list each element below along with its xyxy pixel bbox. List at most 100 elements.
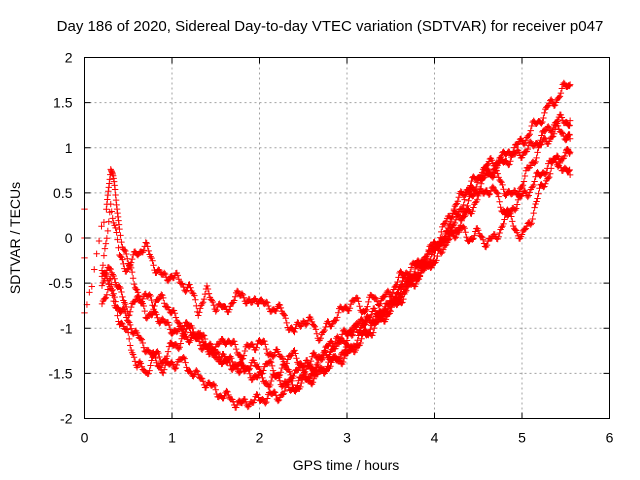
- data-point: [523, 222, 531, 230]
- data-point: [240, 294, 248, 301]
- data-point: [358, 315, 365, 323]
- data-point: [469, 208, 476, 215]
- data-point: [281, 312, 288, 319]
- x-axis-label: GPS time / hours: [293, 457, 400, 473]
- data-point: [164, 348, 172, 355]
- data-point: [442, 218, 450, 225]
- data-point: [119, 293, 126, 301]
- data-point: [283, 319, 290, 327]
- data-point: [203, 282, 211, 290]
- data-point: [274, 372, 282, 379]
- data-point: [125, 318, 132, 325]
- data-point: [364, 303, 371, 310]
- data-point: [554, 122, 562, 130]
- data-point: [541, 109, 548, 117]
- data-point: [475, 190, 482, 198]
- data-point: [110, 290, 117, 297]
- data-point: [199, 299, 207, 306]
- data-point: [444, 237, 452, 244]
- data-point: [385, 288, 393, 296]
- data-point: [150, 262, 157, 269]
- data-point: [511, 144, 518, 151]
- data-point: [501, 216, 508, 223]
- data-point: [554, 116, 562, 124]
- data-point: [279, 355, 287, 362]
- data-point: [538, 120, 545, 127]
- data-point: [317, 335, 324, 342]
- data-point: [343, 337, 351, 344]
- data-point: [434, 252, 441, 260]
- data-point: [340, 326, 348, 334]
- data-point: [100, 252, 108, 259]
- data-point: [122, 247, 129, 255]
- data-point: [263, 345, 270, 353]
- data-point: [327, 363, 334, 370]
- data-point: [355, 298, 362, 305]
- data-point: [520, 141, 528, 148]
- data-point: [386, 307, 393, 314]
- data-point: [451, 234, 459, 242]
- data-point: [140, 344, 148, 351]
- data-point: [270, 352, 278, 359]
- data-point: [531, 204, 538, 211]
- data-point: [146, 367, 153, 374]
- data-point: [433, 257, 440, 264]
- data-point: [181, 355, 188, 362]
- data-point: [123, 325, 130, 333]
- data-point: [241, 347, 249, 355]
- data-point: [552, 99, 560, 106]
- data-point: [127, 264, 135, 272]
- data-point: [351, 322, 358, 329]
- data-point: [340, 355, 348, 362]
- data-point: [470, 204, 477, 211]
- data-point: [416, 273, 424, 280]
- data-point: [307, 315, 315, 323]
- data-point: [356, 302, 363, 310]
- data-point: [438, 250, 445, 257]
- data-point: [550, 102, 558, 109]
- data-point: [463, 206, 470, 213]
- data-point: [402, 288, 409, 296]
- data-point: [112, 298, 119, 305]
- data-point: [187, 284, 194, 291]
- data-point: [471, 232, 478, 239]
- data-point: [163, 352, 171, 360]
- data-point: [303, 320, 311, 327]
- data-point: [547, 165, 555, 172]
- data-point: [518, 231, 526, 238]
- data-point: [101, 269, 109, 276]
- data-point: [265, 302, 272, 310]
- data-point: [166, 326, 174, 333]
- data-point: [196, 305, 204, 312]
- data-point: [479, 236, 487, 243]
- data-point: [140, 302, 148, 310]
- data-point: [95, 237, 103, 245]
- y-tick-label: -0.5: [48, 275, 72, 291]
- data-point: [128, 268, 136, 276]
- data-point: [118, 288, 125, 296]
- data-point: [144, 243, 151, 250]
- data-point: [363, 306, 370, 313]
- data-point: [175, 276, 183, 283]
- data-point: [508, 213, 515, 220]
- data-point: [532, 158, 539, 166]
- data-point: [528, 122, 535, 130]
- data-point: [332, 317, 339, 324]
- data-point: [342, 340, 350, 347]
- data-point: [109, 286, 116, 294]
- data-point: [151, 302, 158, 310]
- data-point: [137, 335, 145, 342]
- data-point: [462, 229, 469, 236]
- data-point: [435, 247, 442, 254]
- data-point: [186, 281, 193, 288]
- data-point: [156, 363, 163, 370]
- data-point: [512, 205, 520, 212]
- data-point: [548, 133, 556, 141]
- data-point: [498, 224, 505, 231]
- data-point: [506, 161, 513, 168]
- data-point: [239, 355, 247, 362]
- data-point: [202, 340, 210, 348]
- data-point: [228, 355, 235, 362]
- data-point: [244, 365, 252, 372]
- data-point: [103, 273, 111, 280]
